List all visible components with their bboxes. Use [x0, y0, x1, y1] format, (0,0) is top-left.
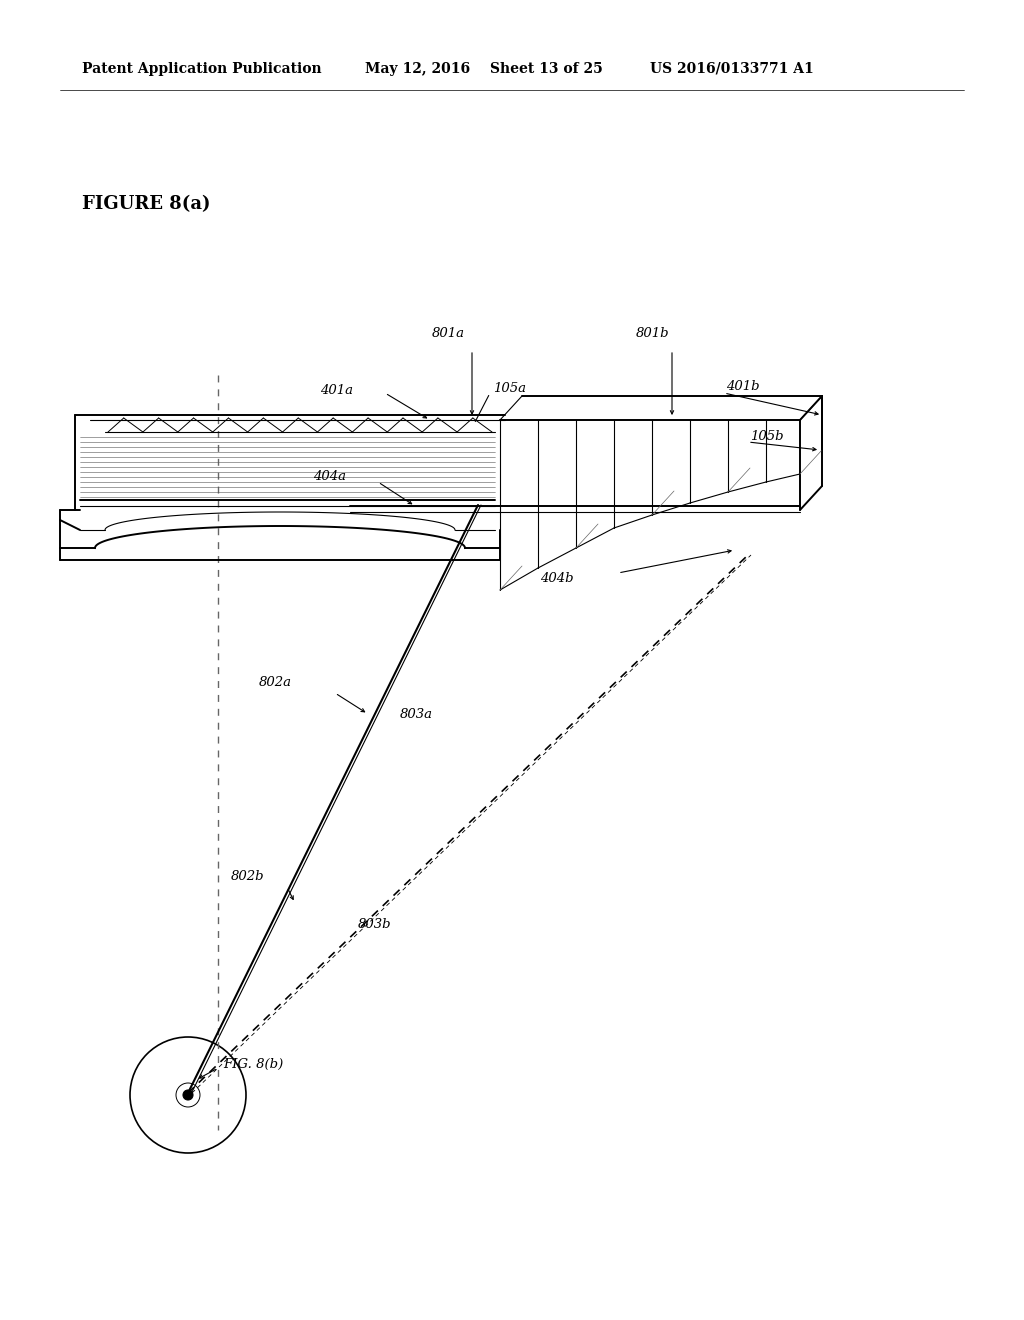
Text: FIGURE 8(a): FIGURE 8(a): [82, 195, 211, 213]
Text: 401b: 401b: [726, 380, 760, 393]
Text: 404a: 404a: [313, 470, 346, 483]
Text: 801a: 801a: [431, 327, 465, 341]
Text: 802b: 802b: [230, 870, 264, 883]
Text: Patent Application Publication: Patent Application Publication: [82, 62, 322, 77]
Circle shape: [183, 1090, 193, 1100]
Text: 105a: 105a: [493, 383, 526, 396]
Text: 105b: 105b: [750, 429, 783, 442]
Text: 803a: 803a: [400, 708, 433, 721]
Text: 801b: 801b: [636, 327, 670, 341]
Text: Sheet 13 of 25: Sheet 13 of 25: [490, 62, 603, 77]
Text: US 2016/0133771 A1: US 2016/0133771 A1: [650, 62, 814, 77]
Text: 802a: 802a: [259, 676, 292, 689]
Text: 803b: 803b: [358, 917, 391, 931]
Text: 401a: 401a: [321, 384, 353, 396]
Text: FIG. 8(b): FIG. 8(b): [223, 1057, 284, 1071]
Text: 404b: 404b: [541, 573, 574, 586]
Text: May 12, 2016: May 12, 2016: [365, 62, 470, 77]
